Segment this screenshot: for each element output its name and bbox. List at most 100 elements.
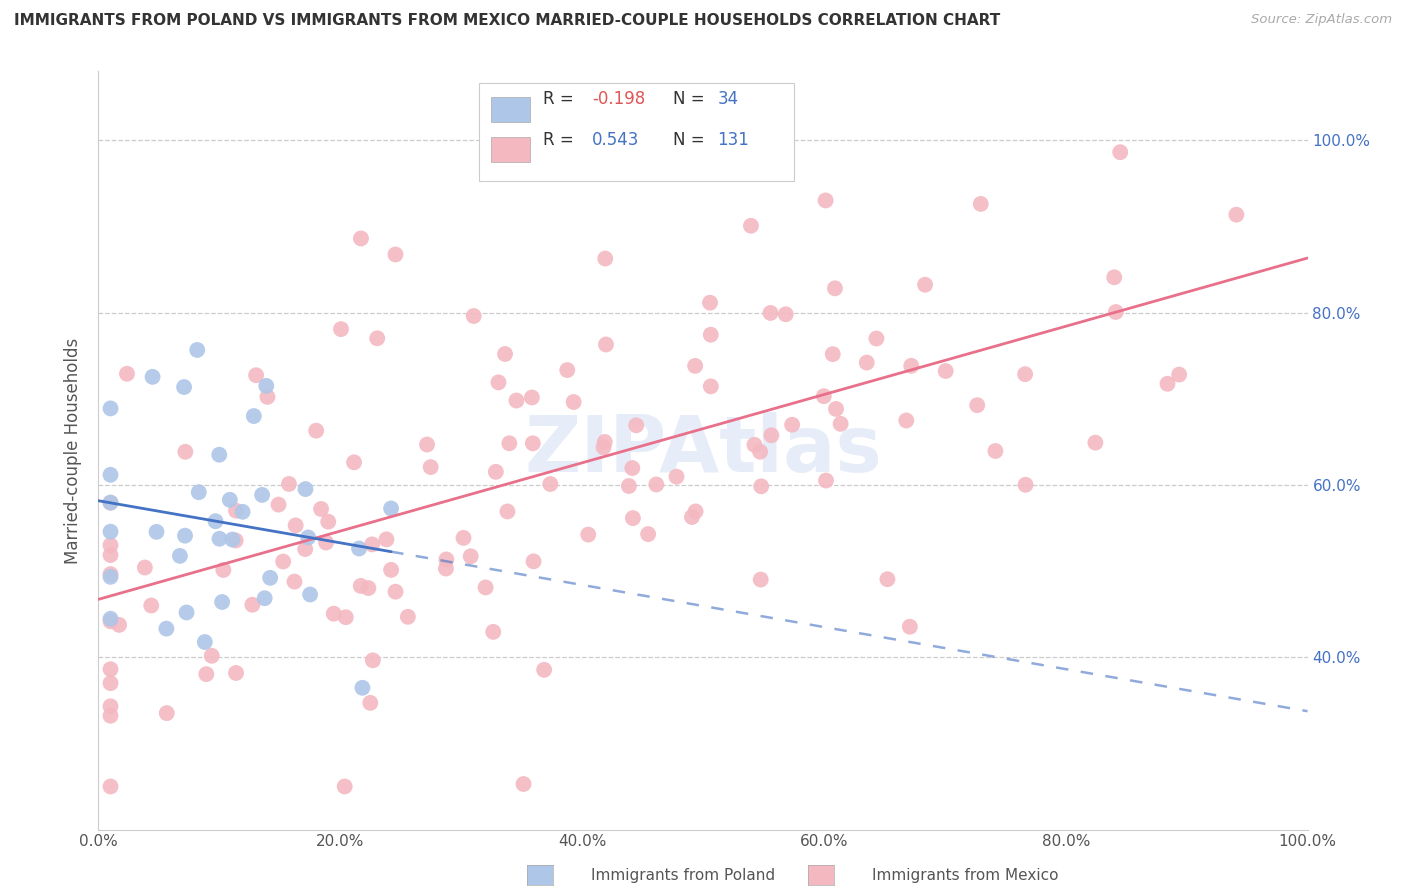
Point [299,587,322,601]
Point [343,455,366,469]
Point [115,367,138,381]
Point [1105,305,1128,319]
Point [520,391,543,405]
Point [211,595,233,609]
Point [505,393,527,408]
FancyBboxPatch shape [479,83,793,181]
Text: 131: 131 [717,130,749,149]
Point [100,401,122,416]
Point [1168,368,1191,382]
Point [434,552,457,566]
Point [204,514,226,528]
Point [830,417,852,431]
Point [309,502,332,516]
Point [482,624,505,639]
Point [100,548,122,562]
Point [352,681,374,695]
Point [375,533,398,547]
Point [434,561,457,575]
Point [195,667,218,681]
Point [1156,376,1178,391]
Point [595,337,617,351]
Point [1102,270,1125,285]
Point [813,389,835,403]
Point [744,438,766,452]
Point [780,417,803,432]
Point [512,777,534,791]
Point [533,663,555,677]
Point [322,607,344,621]
Point [208,532,231,546]
Text: -0.198: -0.198 [592,90,645,109]
Point [494,347,516,361]
Point [100,699,122,714]
Point [665,469,688,483]
Point [592,440,614,454]
Point [100,708,122,723]
Point [824,281,846,295]
Point [759,306,782,320]
Point [384,584,406,599]
Point [498,436,520,450]
Point [637,527,659,541]
Point [245,368,267,383]
Text: Immigrants from Poland: Immigrants from Poland [591,869,775,883]
Point [865,331,887,345]
Point [155,622,177,636]
Point [576,527,599,541]
Point [169,549,191,563]
Point [156,706,179,720]
Point [100,615,122,629]
Point [187,485,209,500]
Point [380,501,402,516]
Point [100,570,122,584]
Point [593,252,616,266]
Point [617,479,640,493]
Point [108,618,131,632]
Point [474,581,496,595]
Point [555,363,578,377]
Point [366,331,388,345]
Point [384,247,406,261]
Point [814,474,837,488]
Point [225,504,247,518]
Point [283,574,305,589]
Point [966,398,988,412]
Point [970,197,993,211]
Point [100,495,122,509]
Point [825,401,848,416]
Text: Source: ZipAtlas.com: Source: ZipAtlas.com [1251,13,1392,27]
Text: N =: N = [672,90,710,109]
Point [621,511,644,525]
Point [634,164,657,178]
Point [1109,145,1132,160]
Point [100,538,122,552]
Point [700,327,723,342]
Point [194,635,217,649]
Point [361,537,384,551]
Point [359,696,381,710]
Point [621,461,644,475]
Point [984,444,1007,458]
Y-axis label: Married-couple Households: Married-couple Households [65,337,83,564]
Point [294,542,316,557]
Point [761,428,783,442]
Text: Immigrants from Mexico: Immigrants from Mexico [872,869,1059,883]
Point [330,322,353,336]
Point [225,533,247,548]
Point [1084,435,1107,450]
Point [100,612,122,626]
Point [350,579,373,593]
Text: N =: N = [672,130,710,149]
Point [699,295,721,310]
Point [315,535,337,549]
Point [141,599,163,613]
Point [174,529,197,543]
Text: IMMIGRANTS FROM POLAND VS IMMIGRANTS FROM MEXICO MARRIED-COUPLE HOUSEHOLDS CORRE: IMMIGRANTS FROM POLAND VS IMMIGRANTS FRO… [14,13,1000,29]
Point [419,460,441,475]
Point [250,488,273,502]
Point [267,498,290,512]
Point [463,309,485,323]
Point [460,549,482,564]
Point [100,567,122,582]
